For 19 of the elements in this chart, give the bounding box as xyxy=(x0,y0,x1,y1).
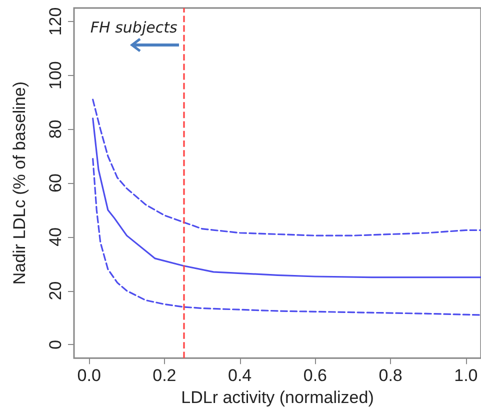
y-tick-label: 120 xyxy=(46,7,65,36)
line-series xyxy=(92,158,481,316)
line-series xyxy=(92,98,481,236)
y-tick-label: 60 xyxy=(46,174,65,193)
y-axis-title: Nadir LDLc (% of baseline) xyxy=(10,81,29,285)
y-tick-label: 80 xyxy=(46,120,65,139)
y-tick-label: 0 xyxy=(46,340,65,350)
x-tick-label: 0.4 xyxy=(228,366,252,386)
x-axis-title: LDLr activity (normalized) xyxy=(181,388,374,407)
y-tick-label: 100 xyxy=(46,61,65,90)
line-series xyxy=(92,118,481,278)
x-tick-label: 1.0 xyxy=(454,366,478,386)
y-tick-label: 40 xyxy=(46,227,65,246)
x-tick-label: 0.8 xyxy=(378,366,402,386)
x-tick-label: 0.2 xyxy=(152,366,176,386)
y-tick-label: 20 xyxy=(46,281,65,300)
x-tick-label: 0.0 xyxy=(77,366,101,386)
annotation: FH subjects xyxy=(90,18,178,36)
x-tick-label: 0.6 xyxy=(303,366,328,386)
